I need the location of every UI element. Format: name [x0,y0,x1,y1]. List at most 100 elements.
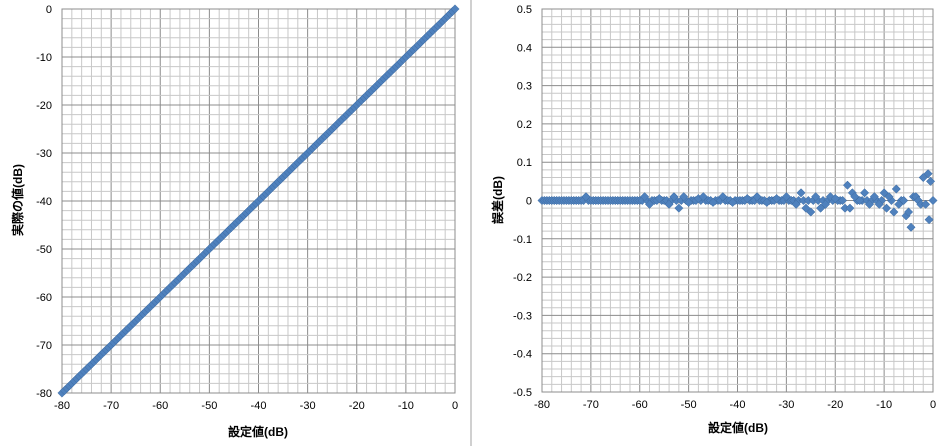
chart-right-x-axis-title: 設定値(dB) [708,420,768,435]
chart-right-point [811,192,821,202]
chart-right-y-tick-label: -0.1 [513,234,532,246]
chart-right-y-ticks: 0.5 0.4 0.3 0.2 0.1 0 -0.1 -0.2 -0.3 -0.4 -0.5 [513,4,532,399]
chart-left-y-tick-label: -80 [36,388,52,400]
chart-left-x-tick-label: -70 [103,400,119,412]
chart-right-point [906,222,916,232]
chart-right-point [874,199,884,209]
chart-left-series [57,4,460,398]
chart-right-point [801,203,811,213]
chart-right-x-tick-label: -80 [534,399,550,411]
chart-right-point [728,197,738,207]
chart-right-x-tick-label: -10 [876,399,892,411]
chart-left-x-tick-label: -40 [251,400,267,412]
chart-right-point [684,197,694,207]
chart-left-y-tick-label: -20 [36,100,52,112]
chart-right-point [889,207,899,217]
chart-right-x-tick-label: -60 [632,399,648,411]
chart-right-y-axis-title: 誤差(dB) [490,176,505,224]
chart-right-y-tick-label: 0.2 [517,119,532,131]
chart-right-point [742,194,752,204]
chart-right-point [864,199,875,209]
chart-right-point [752,192,762,202]
chart-right-y-tick-label: 0.1 [517,157,532,169]
chart-right-point [796,188,806,198]
chart-right-point [825,192,835,202]
chart-right-y-tick-label: -0.3 [513,310,532,322]
chart-right-x-tick-label: -70 [583,399,599,411]
chart-left-y-tick-label: -10 [36,52,52,64]
chart-left-x-tick-label: -60 [152,400,168,412]
chart-right-y-tick-label: -0.4 [513,349,532,361]
chart-right-x-tick-label: -40 [730,399,746,411]
chart-right-point [924,215,934,225]
chart-right-y-tick-label: 0 [526,196,532,208]
chart-right-point [762,197,772,207]
chart-right-point [855,195,865,206]
chart-right-point [869,192,879,202]
chart-right-point [842,180,853,190]
chart-right-x-tick-label: -20 [827,399,843,411]
chart-right-y-tick-label: 0.4 [517,42,532,54]
chart-right-point [791,199,801,209]
chart-right-y-tick-label: 0.5 [517,4,532,16]
chart-right-x-tick-label: -50 [681,399,697,411]
chart-right-point [850,192,860,202]
chart-right-point [781,192,791,202]
chart-right-point [928,195,938,206]
chart-right-point [820,199,831,209]
chart-right-point [664,199,674,209]
chart-right-point [772,194,782,204]
chart-right-point [926,176,936,186]
chart-left-x-axis-title: 設定値(dB) [228,424,288,439]
chart-right-point [882,203,892,213]
chart-right-point [644,199,655,209]
chart-left-y-tick-label: 0 [46,4,52,16]
chart-right-x-tick-label: -30 [778,399,794,411]
chart-right-point [669,192,679,202]
chart-right-point [674,203,684,213]
chart-right-point [679,192,689,202]
chart-left-x-tick-label: -20 [349,400,365,412]
chart-right-point [884,192,894,202]
chart-right-point [921,199,931,209]
chart-right: -80 -70 -60 -50 -40 -30 -20 -10 0 0.50.40.30.20.… [490,4,938,435]
chart-right-x-ticks: -80 -70 -60 -50 -40 -30 -20 -10 0 [534,399,936,411]
chart-right-point [891,184,901,194]
chart-left-x-ticks: -80 -70 -60 -50 -40 -30 -20 -10 0 [54,400,458,412]
chart-right-point [718,192,728,202]
chart-right-point [860,188,870,198]
chart-right-point [708,197,718,207]
chart-left-x-tick-label: -30 [300,400,316,412]
chart-left-y-ticks: 0 -10 -20 -30 -40 -50 -60 -70 -80 [36,4,52,400]
chart-right-y-tick-label: -0.5 [513,387,532,399]
chart-left-y-tick-label: -50 [36,244,52,256]
chart-right-point [830,194,840,204]
chart-right-point [845,203,855,213]
chart-right-point [654,194,664,204]
chart-left-y-axis-title: 実際の値(dB) [10,164,25,236]
chart-left-y-tick-label: -60 [36,292,52,304]
chart-right-point [640,192,650,202]
chart-right-point [838,195,848,206]
chart-right-series [537,169,938,232]
chart-right-point [698,192,708,202]
chart-left-x-tick-label: -10 [398,400,414,412]
chart-right-point [899,195,909,206]
chart-left-y-tick-label: -30 [36,148,52,160]
chart-left-x-tick-label: -80 [54,400,70,412]
chart-left-y-tick-label: -40 [36,196,52,208]
chart-right-point [904,207,914,217]
chart-right-y-tick-label: -0.2 [513,272,532,284]
chart-right-y-tick-label: 0.3 [517,81,532,93]
chart-left: -80 -70 -60 -50 -40 -30 -20 -10 0 0-10-20-30-40-… [10,4,460,439]
chart-left-x-tick-label: 0 [452,400,458,412]
chart-right-point [581,192,591,202]
chart-right-x-tick-label: 0 [930,399,936,411]
chart-right-point [923,169,933,179]
chart-left-x-tick-label: -50 [201,400,217,412]
chart-left-frame [61,8,456,394]
chart-left-y-tick-label: -70 [36,340,52,352]
chart-left-point [450,4,460,14]
chart-right-point [806,207,816,217]
